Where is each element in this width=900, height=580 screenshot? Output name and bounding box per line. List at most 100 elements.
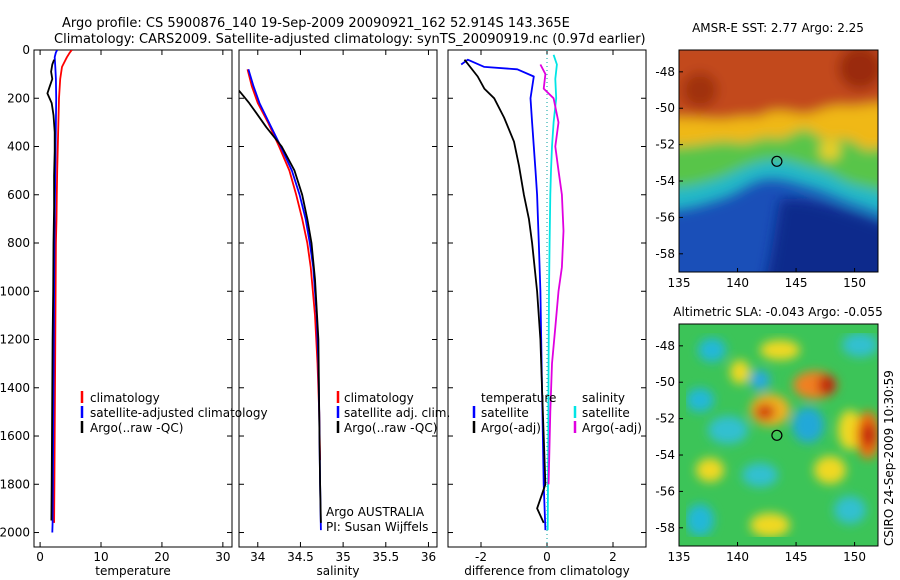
salinity-xlabel: salinity — [316, 564, 359, 578]
salinity-depth-ticks — [239, 49, 437, 534]
lat-tick-label: -48 — [655, 339, 675, 353]
sst-map-panel: AMSR-E SST: 2.77 Argo: 2.25 135 140 145 150… — [655, 21, 879, 290]
depth-tick-label: 800 — [7, 236, 30, 250]
pi-annotation: PI: Susan Wijffels — [326, 520, 428, 534]
depth-tick-label: 1000 — [0, 284, 30, 298]
difference-tick-labels: -2 0 2 — [475, 50, 617, 564]
lon-tick-label: 150 — [843, 550, 866, 564]
sst-map-title: AMSR-E SST: 2.77 Argo: 2.25 — [692, 21, 864, 35]
lat-tick-label: -56 — [655, 484, 675, 498]
figure-title-line1: Argo profile: CS 5900876_140 19-Sep-2009… — [62, 16, 570, 31]
profile-line-satellite_sal — [546, 54, 558, 531]
profile-line-climatology — [53, 50, 73, 523]
lat-tick-label: -48 — [655, 65, 675, 79]
lon-tick-label: 140 — [726, 550, 749, 564]
lat-tick-label: -52 — [655, 412, 675, 426]
legend-title-salinity: salinity — [582, 391, 625, 405]
difference-legend: temperature satellite Argo(-adj) salinit… — [472, 391, 642, 435]
depth-tick-label: 1600 — [0, 429, 30, 443]
legend-label-argo: Argo(..raw -QC) — [344, 421, 437, 435]
lat-tick-label: -54 — [655, 448, 675, 462]
profile-line-argo — [463, 59, 547, 524]
profile-line-argo — [46, 59, 56, 521]
depth-tick-label: 1800 — [0, 477, 30, 491]
temperature-profiles — [46, 50, 73, 533]
lat-tick-label: -58 — [655, 521, 675, 535]
legend-title-temperature: temperature — [481, 391, 556, 405]
x-tick-label: 0 — [543, 550, 551, 564]
sla-map-frame — [678, 323, 879, 547]
lon-tick-label: 135 — [668, 276, 691, 290]
lat-tick-label: -58 — [655, 247, 675, 261]
x-tick-label: 0 — [36, 550, 44, 564]
sst-map-field — [679, 50, 878, 272]
salinity-tick-labels: 34 34.5 35 35.5 36 — [250, 50, 436, 564]
x-tick-label: 35 — [335, 550, 350, 564]
argo-australia-annotation: Argo AUSTRALIA — [326, 505, 425, 519]
lat-tick-label: -56 — [655, 210, 675, 224]
sla-map-panel: Altimetric SLA: -0.043 Argo: -0.055 — [655, 305, 882, 564]
salinity-panel: 34 34.5 35 35.5 36 salinity climatology sate… — [238, 49, 450, 578]
x-tick-label: 34.5 — [287, 550, 314, 564]
lat-tick-label: -50 — [655, 375, 675, 389]
profile-line-argo — [239, 89, 322, 523]
temperature-legend: climatology satellite-adjusted climatolo… — [80, 391, 268, 435]
legend-label-satellite: satellite adj. clim. — [344, 406, 450, 420]
x-tick-label: 10 — [93, 550, 108, 564]
sla-map-field — [679, 324, 878, 546]
depth-tick-label: 600 — [7, 188, 30, 202]
lat-tick-label: -52 — [655, 138, 675, 152]
figure-title-line2: Climatology: CARS2009. Satellite-adjuste… — [54, 32, 646, 47]
legend-label-satellite: satellite-adjusted climatology — [90, 406, 268, 420]
lat-tick-label: -54 — [655, 174, 675, 188]
profile-line-satellite — [460, 58, 547, 531]
lon-tick-label: 145 — [785, 550, 808, 564]
depth-tick-labels: 0 200 400 600 800 1000 1200 1400 1600 1800 2000 — [0, 43, 232, 540]
legend-label-climatology: climatology — [344, 391, 414, 405]
lon-tick-label: 135 — [668, 550, 691, 564]
x-tick-label: 35.5 — [372, 550, 399, 564]
csiro-credit: CSIRO 24-Sep-2009 10:30:59 — [882, 370, 896, 546]
profile-line-argo_sal — [539, 64, 565, 485]
difference-panel: -2 0 2 difference from climatology tempera… — [447, 49, 647, 578]
x-tick-label: 30 — [215, 550, 230, 564]
argo-location-marker — [771, 429, 783, 441]
depth-tick-label: 1400 — [0, 381, 30, 395]
sla-map-title: Altimetric SLA: -0.043 Argo: -0.055 — [673, 305, 882, 319]
sst-map-ticks: 135 140 145 150 -48 -50 -52 -54 -56 -58 — [655, 65, 866, 290]
difference-profiles — [460, 50, 565, 547]
sst-map-frame — [678, 49, 879, 273]
temperature-tick-labels: 0 10 20 30 — [36, 50, 231, 564]
sla-map-ticks: 135 140 145 150 -48 -50 -52 -54 -56 -58 — [655, 339, 866, 564]
depth-tick-label: 1200 — [0, 333, 30, 347]
depth-tick-label: 2000 — [0, 526, 30, 540]
salinity-legend: climatology satellite adj. clim. Argo(..… — [336, 391, 450, 435]
x-tick-label: 20 — [154, 550, 169, 564]
profile-line-satellite — [247, 69, 322, 531]
legend-label-sal-satellite: satellite — [582, 406, 630, 420]
lon-tick-label: 150 — [843, 276, 866, 290]
temperature-axes-frame — [33, 49, 233, 548]
x-tick-label: 36 — [421, 550, 436, 564]
profile-line-climatology — [246, 69, 321, 461]
legend-label-temp-argo: Argo(-adj) — [481, 421, 541, 435]
salinity-axes-frame — [238, 49, 438, 548]
x-tick-label: 34 — [250, 550, 265, 564]
salinity-profiles — [239, 69, 322, 531]
lon-tick-label: 140 — [726, 276, 749, 290]
temperature-xlabel: temperature — [95, 564, 170, 578]
legend-label-climatology: climatology — [90, 391, 160, 405]
difference-xlabel: difference from climatology — [464, 564, 630, 578]
depth-tick-label: 0 — [22, 43, 30, 57]
x-tick-label: 2 — [609, 550, 617, 564]
difference-depth-ticks — [448, 49, 646, 534]
depth-tick-label: 400 — [7, 140, 30, 154]
argo-location-marker — [771, 155, 783, 167]
lat-tick-label: -50 — [655, 101, 675, 115]
lon-tick-label: 145 — [785, 276, 808, 290]
legend-label-temp-satellite: satellite — [481, 406, 529, 420]
x-tick-label: -2 — [475, 550, 487, 564]
legend-label-sal-argo: Argo(-adj) — [582, 421, 642, 435]
depth-tick-label: 200 — [7, 91, 30, 105]
